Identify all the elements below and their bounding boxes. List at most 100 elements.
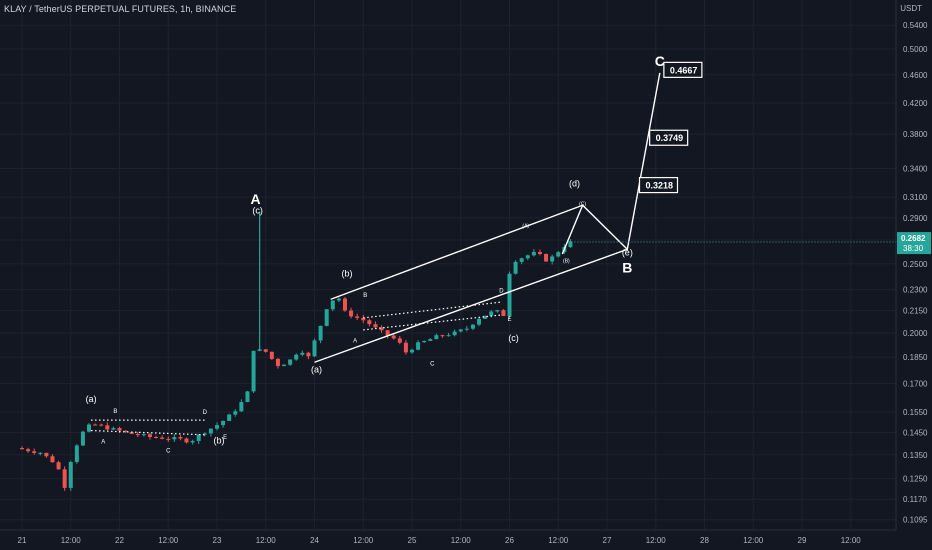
wave-label: (a): [311, 365, 322, 375]
candle-body: [74, 445, 79, 463]
wave-label: (a): [86, 394, 97, 404]
candle-body: [507, 273, 512, 316]
wave-label: (b): [342, 268, 353, 278]
candle-body: [269, 351, 274, 359]
target-label: 0.3218: [646, 181, 674, 191]
candle-body: [318, 325, 323, 341]
y-tick-label: 0.1350: [903, 451, 928, 460]
x-tick-label: 23: [213, 536, 222, 545]
candle-body: [62, 469, 67, 488]
wave-label: (e): [622, 247, 633, 257]
elliott-wave-drawings: [91, 72, 661, 436]
wave-label: D: [203, 410, 208, 416]
candle-body: [367, 320, 372, 325]
candle-body: [330, 300, 335, 310]
wave-label: (C): [579, 201, 586, 207]
candle-body: [477, 318, 482, 325]
target-box: [649, 129, 689, 146]
candle-body: [306, 352, 311, 357]
wave-label: D: [499, 288, 504, 294]
candle-body: [245, 391, 250, 403]
x-tick-label: 12:00: [353, 536, 374, 545]
candle-body: [446, 335, 451, 337]
y-tick-label: 0.1250: [903, 475, 928, 484]
candle-body: [172, 437, 177, 440]
x-tick-label: 12:00: [743, 536, 764, 545]
y-tick-label: 0.2150: [903, 307, 928, 316]
candle-body: [80, 431, 85, 446]
time-axis[interactable]: 21 12:00 22 12:00 23 12:00 24 12:00 25 12:00 26 12:…: [18, 536, 862, 545]
candle-body: [458, 329, 463, 332]
x-tick-label: 12:00: [451, 536, 472, 545]
y-tick-label: 0.1170: [903, 495, 927, 504]
y-tick-label: 0.1550: [903, 408, 928, 417]
candle-body: [288, 359, 293, 365]
candle-body: [294, 354, 299, 360]
wave-label: (d): [569, 178, 580, 188]
candle-body: [385, 330, 390, 336]
y-tick-label: 0.5000: [903, 45, 928, 54]
y-tick-label: 0.3400: [903, 165, 928, 174]
y-tick-label: 0.2500: [903, 260, 928, 269]
chart-grid: [0, 0, 896, 530]
candle-body: [300, 352, 305, 355]
x-tick-label: 12:00: [256, 536, 277, 545]
target-box: [663, 61, 703, 78]
candle-body: [26, 449, 31, 452]
candle-body: [196, 434, 201, 441]
y-tick-label: 0.4600: [903, 71, 928, 80]
candle-body: [489, 311, 494, 316]
candle-body: [184, 438, 189, 443]
candle-body: [208, 428, 213, 434]
wave-label: (B): [563, 259, 570, 265]
candle-body: [464, 328, 469, 330]
candle-body: [422, 340, 427, 343]
candle-body: [342, 298, 347, 311]
wave-label: A: [353, 338, 357, 344]
wave-label: A: [101, 440, 105, 446]
wave-label: (A): [522, 224, 529, 230]
candle-body: [50, 456, 55, 463]
candle-body: [99, 424, 104, 426]
x-tick-label: 25: [408, 536, 417, 545]
x-tick-label: 26: [505, 536, 514, 545]
candle-body: [178, 437, 183, 439]
candle-body: [397, 338, 402, 343]
y-tick-label: 0.3800: [903, 130, 928, 139]
candle-body: [349, 310, 354, 317]
candle-body: [537, 252, 542, 255]
candle-body: [483, 315, 488, 319]
price-axis[interactable]: 0.5400 0.5000 0.4600 0.4200 0.3800 0.3400 0.31…: [903, 21, 928, 525]
wave-label: (c): [508, 333, 519, 343]
candle-body: [568, 241, 573, 248]
x-tick-label: 22: [115, 536, 124, 545]
candle-body: [355, 316, 360, 318]
x-tick-label: 12:00: [646, 536, 667, 545]
wave-label: E: [223, 435, 227, 441]
wave-label: C: [655, 53, 665, 69]
y-tick-label: 0.1700: [903, 379, 928, 388]
wave-label: C: [430, 362, 435, 368]
candle-body: [56, 462, 61, 470]
y-tick-label: 0.4200: [903, 99, 928, 108]
y-tick-label: 0.5400: [903, 21, 928, 30]
wave-label: B: [622, 260, 632, 276]
candle-body: [428, 339, 433, 341]
x-tick-label: 12:00: [841, 536, 862, 545]
chart-title: KLAY / TetherUS PERPETUAL FUTURES, 1h, B…: [4, 4, 237, 14]
current-price-value: 0.2682: [901, 234, 926, 243]
wave-label: (c): [252, 206, 263, 216]
candle-body: [403, 342, 408, 353]
candle-body: [147, 434, 152, 437]
candle-body: [531, 252, 536, 256]
x-tick-label: 21: [18, 536, 27, 545]
candle-body: [391, 335, 396, 339]
candle-body: [239, 402, 244, 412]
candle-body: [68, 462, 73, 488]
x-tick-label: 29: [798, 536, 807, 545]
y-tick-label: 0.1850: [903, 353, 928, 362]
wave-labels: (a)BACD(b)EA(c)(a)(b)BACDE(c)(A)(d)(C)(B…: [86, 53, 665, 454]
candle-body: [440, 335, 445, 337]
target-box: [638, 176, 679, 194]
